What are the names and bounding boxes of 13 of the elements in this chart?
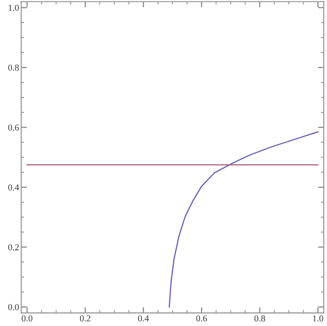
x-tick-label: 0.8 [254,315,266,322]
y-tick-label: 1.0 [8,4,19,11]
y-tick-label: 0.8 [8,64,19,71]
y-tick-label: 0.4 [8,184,20,190]
x-tick-label: 0.0 [22,315,32,322]
x-tick-label: 1.0 [313,315,324,322]
y-tick-label: 0.6 [8,124,19,131]
x-tick-label: 0.6 [196,315,207,322]
y-tick-label: 0.2 [8,244,19,250]
line-series [168,131,318,308]
x-tick-label: 0.4 [138,315,149,322]
x-tick-label: 0.2 [80,315,90,322]
y-tick-label: 0.0 [8,304,19,310]
